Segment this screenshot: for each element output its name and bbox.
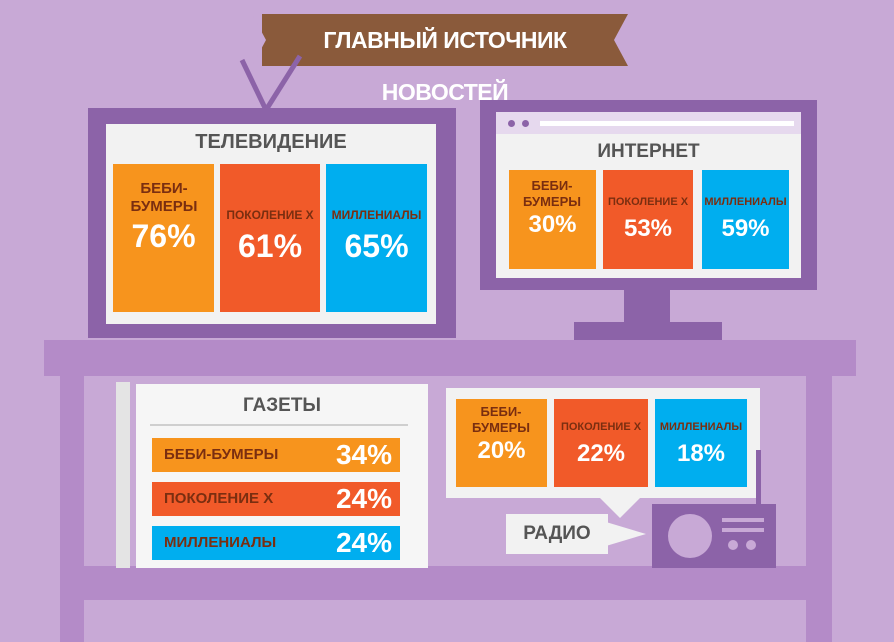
page-title: ГЛАВНЫЙ ИСТОЧНИК НОВОСТЕЙ [323,27,567,105]
browser-dot-icon [522,120,529,127]
banner-notch-left [252,14,266,66]
newspaper-divider [150,424,408,426]
table-leg-right [806,376,832,642]
tv-panel-label: МИЛЛЕНИАЛЫ [331,208,422,222]
banner-notch-right [614,14,628,66]
table-shelf [84,566,806,600]
table-leg-left [60,376,84,642]
speech-bubble-tail [600,498,640,518]
browser-dot-icon [508,120,515,127]
radio-panel-boomers: БЕБИ-БУМЕРЫ 20% [456,399,547,487]
monitor-base [574,322,722,342]
radio-speaker-icon [668,514,712,558]
tv-panel-value: 61% [237,228,303,265]
internet-panel-value: 53% [623,215,673,243]
radio-panel-label: БЕБИ-БУМЕРЫ [471,404,530,435]
radio-panel-label: МИЛЛЕНИАЛЫ [659,421,743,433]
radio-knob-icon [746,540,756,550]
tv-panel-label: ПОКОЛЕНИЕ Х [226,208,314,222]
newspaper-row-millennials: МИЛЛЕНИАЛЫ 24% [152,526,400,560]
radio-grille-icon [722,528,764,532]
radio-knob-icon [728,540,738,550]
internet-panel-value: 59% [721,215,770,243]
internet-panel-millennials: МИЛЛЕНИАЛЫ 59% [702,170,789,269]
title-banner [262,14,628,66]
monitor-neck [624,290,670,326]
browser-address-bar [540,121,794,126]
internet-panel-boomers: БЕБИ-БУМЕРЫ 30% [509,170,596,269]
radio-panel-label: ПОКОЛЕНИЕ Х [560,421,642,433]
newspaper-row-genx: ПОКОЛЕНИЕ Х 24% [152,482,400,516]
newspaper-row-value: 34% [335,439,392,470]
newspaper-row-label: МИЛЛЕНИАЛЫ [164,534,277,551]
tv-panel-label: БЕБИ-БУМЕРЫ [130,180,198,215]
radio-panel-millennials: МИЛЛЕНИАЛЫ 18% [655,399,747,487]
newspaper-row-label: БЕБИ-БУМЕРЫ [164,446,279,463]
radio-panel-genx: ПОКОЛЕНИЕ Х 22% [554,399,648,487]
radio-title: РАДИО [523,523,591,544]
internet-panel-label: ПОКОЛЕНИЕ Х [607,196,689,208]
tv-panel-genx: ПОКОЛЕНИЕ Х 61% [220,164,320,312]
radio-label-arrow [606,522,646,546]
radio-panel-value: 22% [576,440,626,468]
radio-antenna-icon [756,450,761,506]
newspaper-row-value: 24% [335,483,392,514]
internet-panel-genx: ПОКОЛЕНИЕ Х 53% [603,170,693,269]
radio-label-box [506,514,608,554]
radio-panel-value: 20% [477,437,526,465]
radio-panel-value: 18% [676,440,726,468]
tv-panel-boomers: БЕБИ-БУМЕРЫ 76% [113,164,214,312]
internet-panel-label: МИЛЛЕНИАЛЫ [704,196,787,208]
newspaper-row-label: ПОКОЛЕНИЕ Х [164,490,274,507]
internet-panel-label: БЕБИ-БУМЕРЫ [522,178,581,209]
table-top [44,340,856,376]
tv-panel-value: 76% [131,218,196,254]
newspaper-row-boomers: БЕБИ-БУМЕРЫ 34% [152,438,400,472]
newspaper-row-value: 24% [335,527,392,558]
internet-panel-value: 30% [528,211,577,239]
internet-title: ИНТЕРНЕТ [597,141,700,162]
radio-grille-icon [722,518,764,522]
tv-title: ТЕЛЕВИДЕНИЕ [195,131,347,153]
tv-antenna-icon [239,54,303,112]
newspaper-title: ГАЗЕТЫ [242,395,322,416]
tv-panel-millennials: МИЛЛЕНИАЛЫ 65% [326,164,427,312]
newspaper-back-page [116,382,130,568]
tv-panel-value: 65% [344,228,409,265]
